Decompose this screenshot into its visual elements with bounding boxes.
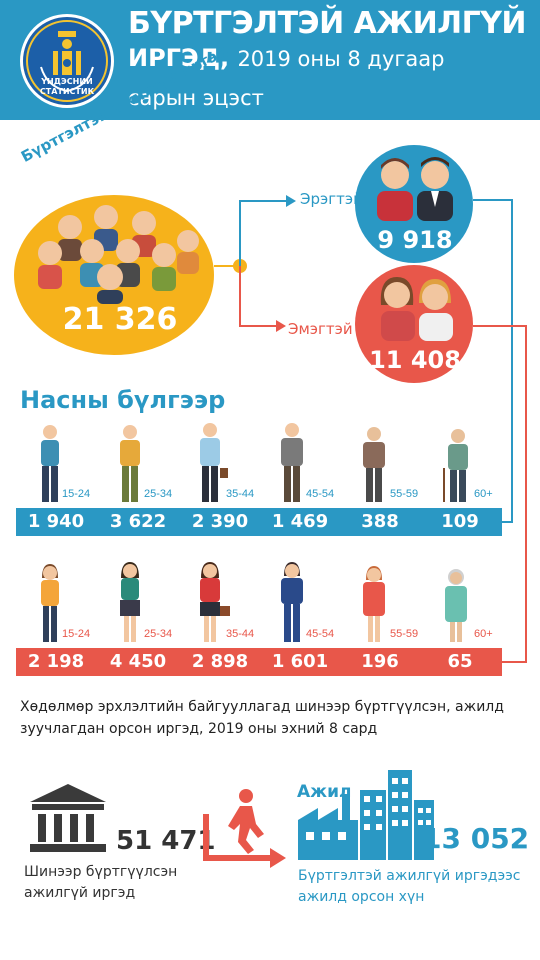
female-figure-55-59	[360, 566, 388, 649]
walking-person-arrow-icon	[203, 789, 286, 868]
male-figure-60-plus	[442, 428, 474, 509]
male-circle	[355, 145, 473, 263]
info-text: Хөдөлмөр эрхлэлтийн байгууллагад шинээр …	[20, 699, 504, 737]
male-age-value-5: 388	[361, 511, 399, 532]
female-age-bar: 2 198 4 450 2 898 1 601 196 65	[16, 648, 502, 676]
male-age-label-5: 55-59	[390, 488, 419, 500]
employed-label: Бүртгэлтэй ажилгүй иргэдээс ажилд орсон …	[298, 868, 521, 905]
header-banner: ҮНДЭСНИЙ СТАТИСТИК БҮРТГЭЛТЭЙ АЖИЛГҮЙ ИР…	[0, 0, 540, 120]
female-figure-15-24	[36, 564, 64, 649]
page-title-line2-bold: ИРГЭД,	[128, 44, 230, 72]
mongolian-emblem-icon: ҮНДЭСНИЙ СТАТИСТИК	[20, 14, 114, 108]
page-title-line1: БҮРТГЭЛТЭЙ АЖИЛГҮЙ	[128, 6, 527, 41]
two-women-icon	[380, 277, 453, 341]
male-figure-55-59	[360, 426, 388, 509]
male-age-label-3: 35-44	[226, 488, 255, 500]
emblem-text-line2: СТАТИСТИК	[39, 87, 95, 96]
male-age-value-4: 1 469	[271, 511, 329, 532]
male-to-bar-line	[473, 199, 513, 523]
female-age-value-3: 2 898	[191, 651, 249, 672]
emblem-text-line1: ҮНДЭСНИЙ	[41, 77, 93, 86]
total-value: 21 326	[62, 302, 178, 337]
job-word: Ажил	[297, 782, 352, 802]
new-registered-label: Шинээр бүртгүүлсэн ажилгүй иргэд	[24, 864, 178, 901]
male-figure-45-54	[278, 422, 306, 509]
page-title-line2-rest: 2019 оны 8 дугаар	[237, 47, 445, 71]
male-age-label-6: 60+	[474, 488, 493, 500]
female-arrowhead	[276, 320, 286, 332]
new-registered-value: 51 471	[116, 826, 216, 856]
page-title-line2: ИРГЭД, 2019 оны 8 дугаар	[128, 44, 444, 72]
male-age-value-2: 3 622	[109, 511, 167, 532]
female-circle	[355, 265, 473, 383]
employed-value: 13 052	[422, 822, 530, 855]
male-figure-25-34	[116, 424, 144, 509]
female-age-label-4: 45-54	[306, 628, 335, 640]
page-title-line3: сарын эцэст	[128, 86, 264, 110]
male-value: 9 918	[377, 226, 453, 254]
male-figure-15-24	[36, 424, 64, 509]
female-age-value-5: 196	[361, 651, 399, 672]
female-figure-60-plus	[442, 568, 470, 649]
female-figure-45-54	[278, 562, 306, 649]
male-age-label-1: 15-24	[62, 488, 91, 500]
male-age-bar: 1 940 3 622 2 390 1 469 388 109	[16, 508, 502, 536]
male-age-value-1: 1 940	[27, 511, 85, 532]
crowd-icon	[38, 205, 199, 304]
female-age-label-2: 25-34	[144, 628, 173, 640]
female-age-value-6: 65	[447, 651, 473, 672]
female-connector	[239, 266, 276, 327]
connector-lines	[214, 195, 527, 663]
male-label: Эрэгтэй	[300, 190, 363, 208]
female-age-label-5: 55-59	[390, 628, 419, 640]
female-age-value-4: 1 601	[271, 651, 329, 672]
male-age-label-2: 25-34	[144, 488, 173, 500]
female-age-label-6: 60+	[474, 628, 493, 640]
male-age-value-6: 109	[441, 511, 479, 532]
female-figure-25-34	[116, 562, 144, 649]
female-label: Эмэгтэй	[288, 320, 353, 338]
government-building-icon	[30, 784, 106, 852]
female-to-bar-line	[473, 325, 527, 663]
two-men-icon	[377, 157, 453, 221]
male-arrowhead	[286, 195, 296, 207]
total-circle	[14, 195, 214, 355]
female-age-value-1: 2 198	[27, 651, 85, 672]
male-age-value-3: 2 390	[191, 511, 249, 532]
male-age-label-4: 45-54	[306, 488, 335, 500]
male-figure-35-44	[196, 422, 228, 509]
female-figure-35-44	[196, 562, 230, 649]
factory-city-icon	[298, 770, 434, 860]
female-age-value-2: 4 450	[109, 651, 167, 672]
female-value: 11 408	[369, 346, 461, 374]
female-age-label-3: 35-44	[226, 628, 255, 640]
age-group-heading: Насны бүлгээр	[20, 386, 226, 414]
female-age-label-1: 15-24	[62, 628, 91, 640]
male-connector	[239, 200, 286, 266]
